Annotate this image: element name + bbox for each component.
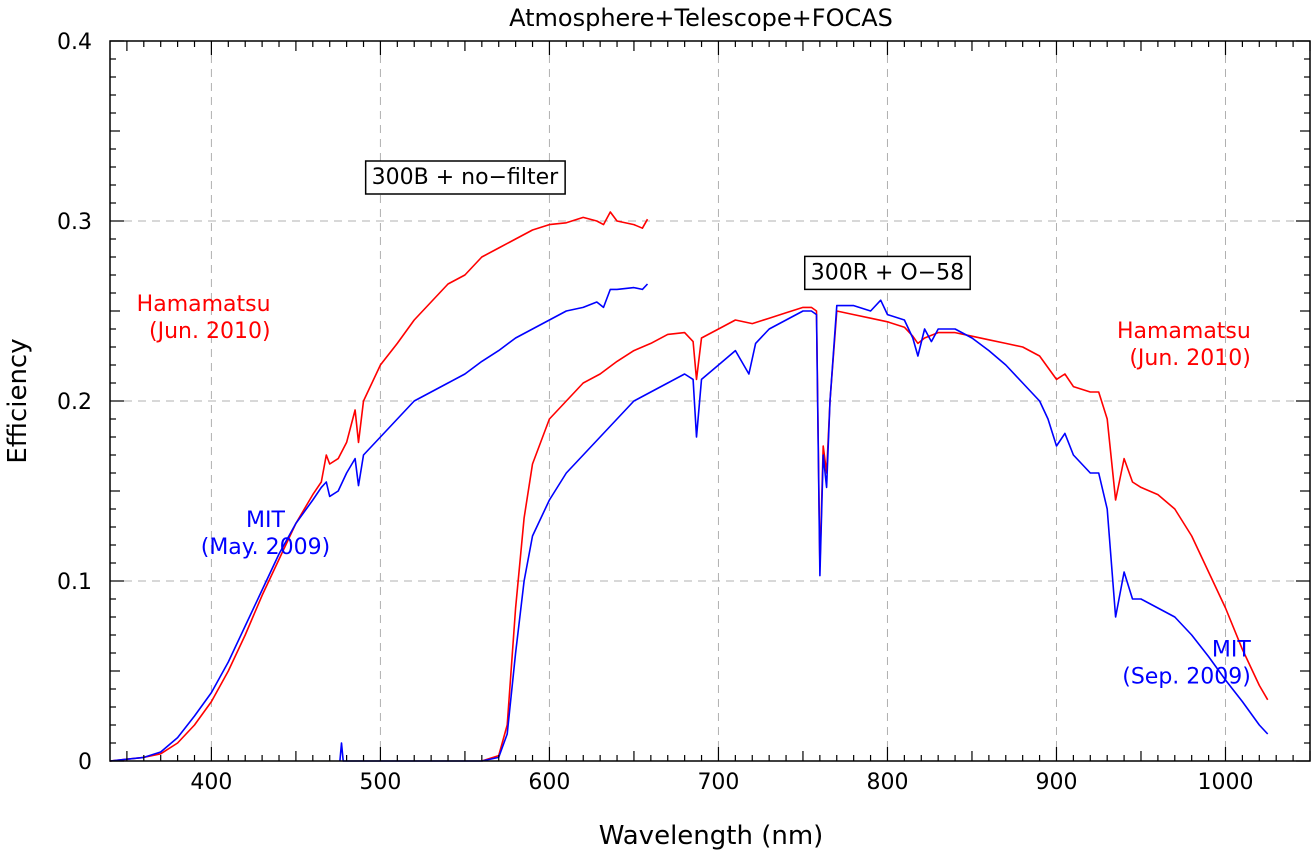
x-tick-label: 600 xyxy=(528,770,570,795)
box-label-text: 300R + O−58 xyxy=(811,260,964,285)
annotation-line: (Jun. 2010) xyxy=(1129,346,1251,371)
box-label-frame xyxy=(803,255,971,291)
y-axis-title: Efficiency xyxy=(3,338,33,463)
annotation-line: (Sep. 2009) xyxy=(1122,665,1251,690)
annotation-line: Hamamatsu xyxy=(1117,319,1251,344)
series-line-0 xyxy=(109,211,649,762)
x-tick-label: 400 xyxy=(190,770,232,795)
y-tick-label: 0.3 xyxy=(57,210,92,235)
x-tick-label: 500 xyxy=(359,770,401,795)
x-axis-title: Wavelength (nm) xyxy=(599,821,824,851)
series-group xyxy=(109,211,1269,762)
series-annotation: MIT (Sep. 2009) xyxy=(1122,638,1251,690)
x-tick-label: 700 xyxy=(697,770,739,795)
series-line-3 xyxy=(339,299,1269,762)
annotation-line: MIT xyxy=(246,508,285,533)
annotations: Hamamatsu (Jun. 2010)MIT (May. 2009)Hamama… xyxy=(137,292,1252,690)
x-tick-label: 900 xyxy=(1035,770,1077,795)
box-label-text: 300B + no−filter xyxy=(372,165,559,190)
annotation-line: MIT xyxy=(1212,638,1251,663)
y-tick-label: 0.4 xyxy=(57,30,92,55)
annotation-line: (Jun. 2010) xyxy=(149,319,271,344)
series-annotation: Hamamatsu (Jun. 2010) xyxy=(1117,319,1251,371)
chart-title: Atmosphere+Telescope+FOCAS xyxy=(509,4,893,32)
y-tick-label: 0.2 xyxy=(57,390,92,415)
series-line-2 xyxy=(481,306,1269,762)
annotation-line: Hamamatsu xyxy=(137,292,271,317)
box-annotation: 300B + no−filter xyxy=(364,160,566,195)
box-annotation: 300R + O−58 xyxy=(803,255,971,291)
series-annotation: MIT (May. 2009) xyxy=(201,508,331,560)
box-labels: 300B + no−filter 300R + O−58 xyxy=(364,160,971,291)
series-annotation: Hamamatsu (Jun. 2010) xyxy=(137,292,271,344)
y-tick-label: 0.1 xyxy=(57,570,92,595)
axes: 400 500 600 700 800 900 1000 0 0.1 0.2 0.3 0.4 xyxy=(57,30,1311,795)
grid xyxy=(110,41,1310,761)
plot-frame xyxy=(109,40,1311,762)
x-tick-label: 800 xyxy=(866,770,908,795)
y-tick-label: 0 xyxy=(78,750,92,775)
series-line-1 xyxy=(109,283,649,762)
x-tick-label: 1000 xyxy=(1197,770,1253,795)
annotation-line: (May. 2009) xyxy=(201,535,331,560)
box-label-frame xyxy=(364,160,566,195)
